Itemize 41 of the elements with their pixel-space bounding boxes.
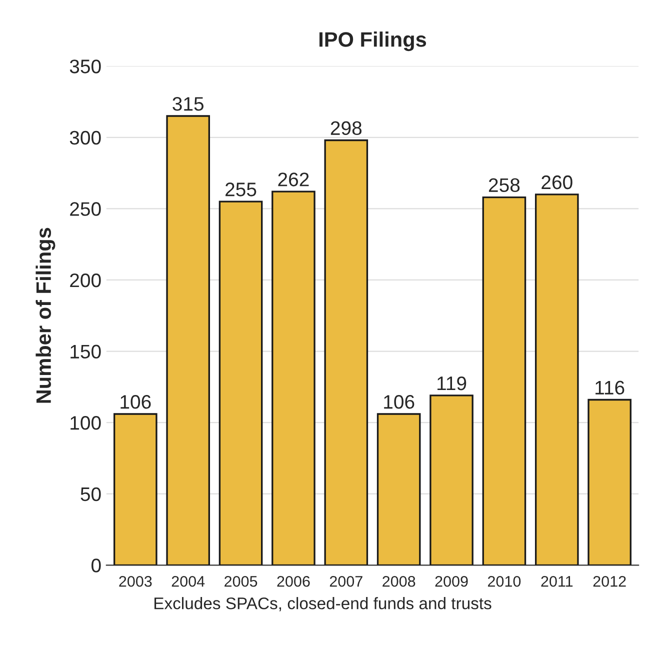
data-label: 116 [596, 380, 624, 395]
x-tick-label: 2011 [541, 576, 573, 587]
data-label: 298 [330, 121, 362, 136]
bar [166, 115, 210, 566]
bar [588, 398, 632, 566]
x-tick-label: 2009 [435, 576, 468, 587]
bar [113, 413, 158, 566]
y-tick-label: 50 [80, 487, 101, 502]
bar [430, 394, 474, 566]
y-tick-label: 300 [70, 130, 101, 145]
data-label: 119 [437, 376, 466, 390]
y-tick-label: 250 [70, 202, 101, 216]
bar [482, 196, 526, 566]
x-tick-label: 2005 [224, 576, 258, 587]
x-tick-label: 2010 [488, 576, 521, 587]
y-tick-label: 350 [70, 60, 101, 74]
x-tick-label: 2004 [172, 576, 205, 587]
data-label: 258 [488, 178, 520, 192]
y-tick-label: 150 [70, 344, 101, 359]
x-tick-label: 2012 [593, 576, 626, 587]
data-label: 106 [384, 395, 414, 409]
data-label: 255 [226, 182, 256, 196]
x-tick-label: 2006 [277, 576, 310, 587]
data-label: 262 [278, 172, 309, 186]
bar [534, 194, 579, 566]
chart-title: IPO Filings [319, 32, 426, 52]
bar [324, 139, 368, 566]
y-tick-label: 200 [70, 273, 101, 288]
x-tick-label: 2003 [119, 576, 152, 587]
y-axis-title: Number of Filings [36, 228, 56, 403]
bar [218, 200, 263, 566]
x-tick-label: 2008 [382, 576, 416, 587]
x-tick-label: 2007 [330, 576, 362, 587]
bar [272, 190, 316, 566]
text: Excludes SPACs, closed-end funds and trusts [154, 597, 492, 612]
data-label: 315 [172, 97, 204, 111]
y-tick-label: 0 [92, 558, 101, 572]
data-label: 106 [120, 395, 151, 409]
data-label: 260 [542, 175, 572, 190]
bar [376, 413, 421, 566]
y-tick-label: 100 [70, 416, 101, 430]
